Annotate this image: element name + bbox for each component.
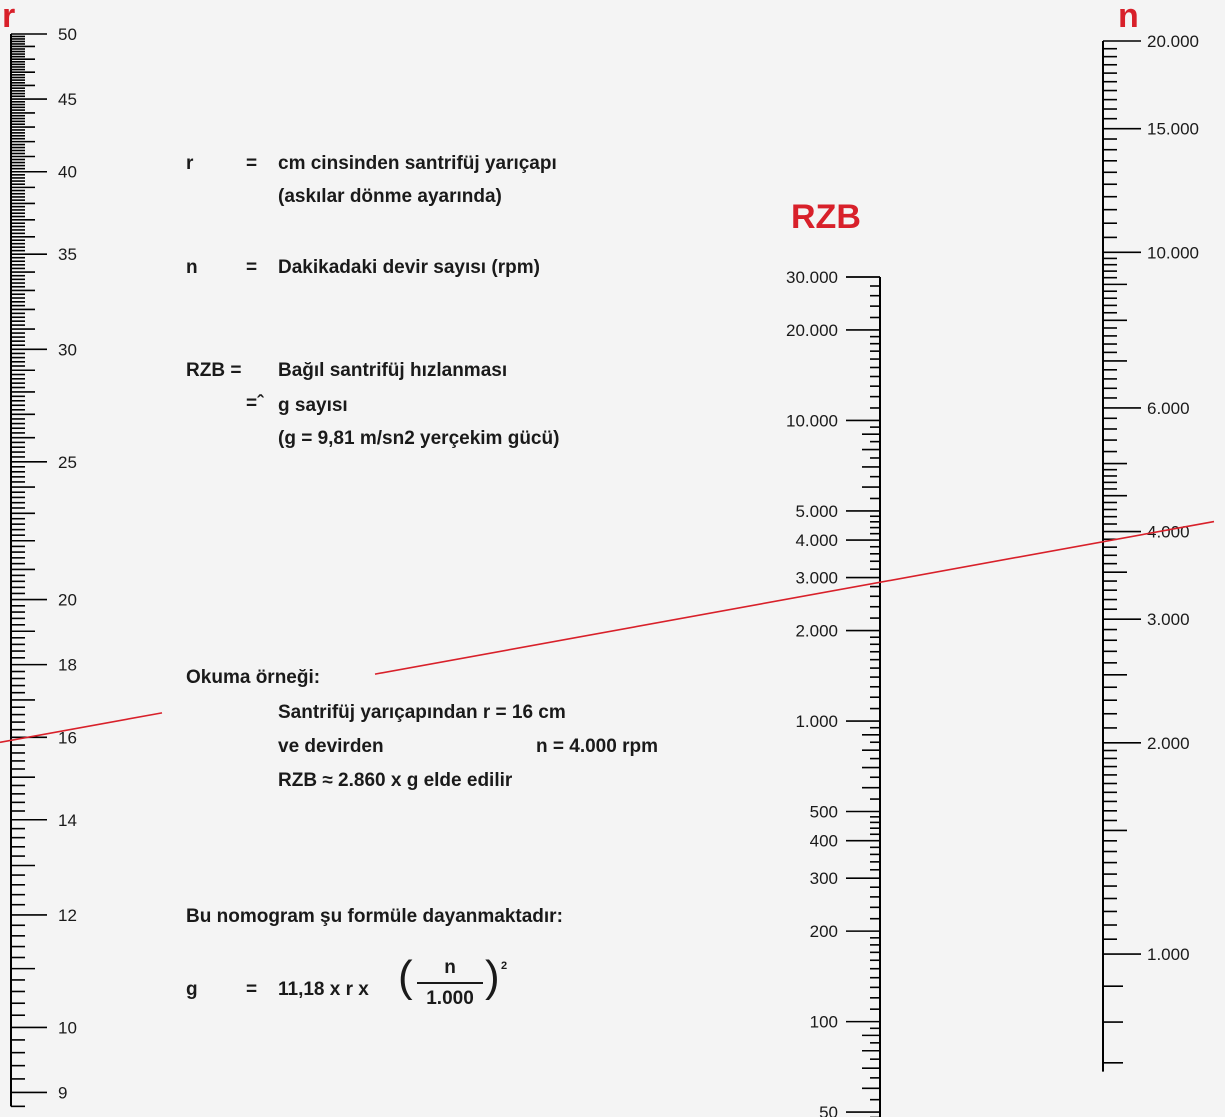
n-scale: 20.00015.00010.0006.0004.0003.0002.0001.… [1102,32,1199,1072]
example-line-result: RZB ≈ 2.860 x g elde edilir [278,770,513,791]
n-label-3000: 3.000 [1147,610,1190,629]
rzb-label-5000: 5.000 [795,502,838,521]
rzb-label-200: 200 [810,922,838,941]
r-label-30: 30 [58,340,77,359]
legend-rzb-description: Bağıl santrifüj hızlanması [278,360,508,381]
r-label-50: 50 [58,25,77,44]
legend-r-symbol: r [186,153,194,174]
rzb-label-400: 400 [810,832,838,851]
rzb-label-500: 500 [810,803,838,822]
legend-r-description-note: (askılar dönme ayarında) [278,186,502,207]
legend-rzb-g-count: g sayısı [278,395,348,416]
r-label-10: 10 [58,1018,77,1037]
formula-intro: Bu nomogram şu formüle dayanmaktadır: [186,906,563,927]
rzb-label-30000: 30.000 [786,268,838,287]
n-label-20000: 20.000 [1147,32,1199,51]
legend-r-equals: = [246,153,258,174]
rzb-scale: 30.000 20.000 10.000 5.000 4.000 3.000 2.000 1.… [786,268,881,1117]
example-heading: Okuma örneği: [186,667,321,688]
rzb-label-4000: 4.000 [795,531,838,550]
rzb-label-100: 100 [810,1013,838,1032]
example-line-speed-value: n = 4.000 rpm [536,736,658,757]
rzb-label-20000: 20.000 [786,321,838,340]
rzb-axis-title: RZB [791,198,861,236]
rzb-label-300: 300 [810,869,838,888]
legend-n-symbol: n [186,257,198,278]
n-label-6000: 6.000 [1147,399,1190,418]
formula-right-paren: ) [485,952,500,1001]
formula-denominator: 1.000 [426,988,474,1009]
formula-body: 11,18 x r x [278,979,369,1000]
legend-n-equals: = [246,257,258,278]
rzb-label-3000: 3.000 [795,569,838,588]
formula-left-paren: ( [398,952,413,1001]
rzb-label-10000: 10.000 [786,411,838,430]
r-label-25: 25 [58,453,77,472]
r-axis-title: r [2,0,15,35]
legend-rzb-gravity-note: (g = 9,81 m/sn2 yerçekim gücü) [278,428,560,449]
n-axis-title: n [1118,0,1139,35]
n-label-15000: 15.000 [1147,120,1199,139]
n-label-10000: 10.000 [1147,243,1199,262]
example-line-left [0,712,163,744]
rzb-label-1000: 1.000 [795,712,838,731]
legend-n-description: Dakikadaki devir sayısı (rpm) [278,257,540,278]
r-label-9: 9 [58,1083,67,1102]
formula-numerator: n [444,957,456,978]
rzb-label-50: 50 [819,1103,838,1117]
n-label-1000: 1.000 [1147,945,1190,964]
r-label-20: 20 [58,591,77,610]
example-line-speed-label: ve devirden [278,736,384,757]
legend-rzb-equivalent: =ˆ [246,393,264,414]
r-label-18: 18 [58,656,77,675]
r-label-16: 16 [58,728,77,747]
r-label-45: 45 [58,90,77,109]
r-scale: 50 45 40 35 30 25 20 18 16 14 12 10 9 [10,25,77,1108]
example-line-radius: Santrifüj yarıçapından r = 16 cm [278,702,566,723]
formula-symbol: g [186,979,198,1000]
legend-r-description: cm cinsinden santrifüj yarıçapı [278,153,557,174]
r-label-35: 35 [58,245,77,264]
r-label-14: 14 [58,811,77,830]
formula-equals: = [246,979,258,1000]
n-label-2000: 2.000 [1147,734,1190,753]
example-line-right [374,520,1215,675]
legend-rzb-symbol: RZB = [186,360,242,381]
formula-fraction-bar [417,982,483,984]
formula-exponent: 2 [501,960,508,972]
r-label-40: 40 [58,163,77,182]
rzb-label-2000: 2.000 [795,622,838,641]
r-label-12: 12 [58,906,77,925]
